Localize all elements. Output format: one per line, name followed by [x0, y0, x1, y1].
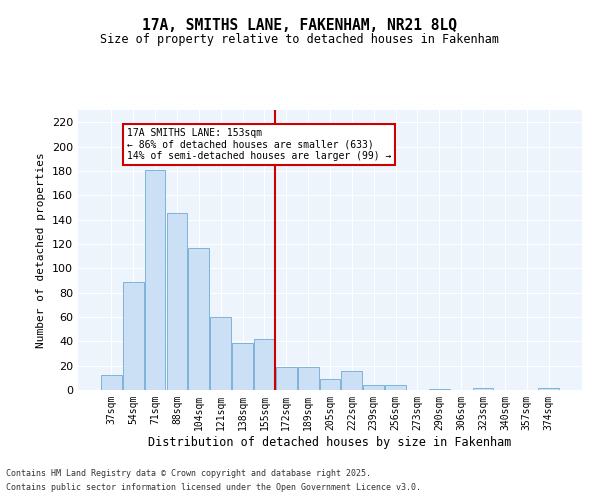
Bar — [254, 339, 275, 390]
Text: Contains HM Land Registry data © Crown copyright and database right 2025.: Contains HM Land Registry data © Crown c… — [6, 468, 371, 477]
Bar — [188, 248, 209, 390]
Bar — [385, 385, 406, 390]
Bar — [210, 317, 231, 390]
Bar — [167, 214, 187, 390]
Bar — [101, 376, 122, 390]
Bar — [298, 367, 319, 390]
Bar — [429, 389, 450, 390]
Y-axis label: Number of detached properties: Number of detached properties — [37, 152, 46, 348]
Bar — [276, 367, 296, 390]
Text: 17A SMITHS LANE: 153sqm
← 86% of detached houses are smaller (633)
14% of semi-d: 17A SMITHS LANE: 153sqm ← 86% of detache… — [127, 128, 391, 162]
Bar — [341, 370, 362, 390]
Bar — [123, 282, 143, 390]
Bar — [364, 385, 384, 390]
Text: 17A, SMITHS LANE, FAKENHAM, NR21 8LQ: 17A, SMITHS LANE, FAKENHAM, NR21 8LQ — [143, 18, 458, 32]
Bar — [145, 170, 166, 390]
X-axis label: Distribution of detached houses by size in Fakenham: Distribution of detached houses by size … — [148, 436, 512, 448]
Bar — [473, 388, 493, 390]
Text: Contains public sector information licensed under the Open Government Licence v3: Contains public sector information licen… — [6, 484, 421, 492]
Bar — [320, 379, 340, 390]
Bar — [232, 342, 253, 390]
Bar — [538, 388, 559, 390]
Text: Size of property relative to detached houses in Fakenham: Size of property relative to detached ho… — [101, 32, 499, 46]
